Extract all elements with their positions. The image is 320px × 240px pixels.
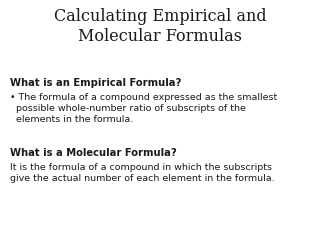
Text: What is a Molecular Formula?: What is a Molecular Formula? xyxy=(10,148,177,158)
Text: elements in the formula.: elements in the formula. xyxy=(10,115,133,124)
Text: It is the formula of a compound in which the subscripts: It is the formula of a compound in which… xyxy=(10,163,272,172)
Text: Calculating Empirical and
Molecular Formulas: Calculating Empirical and Molecular Form… xyxy=(54,8,266,45)
Text: What is an Empirical Formula?: What is an Empirical Formula? xyxy=(10,78,181,88)
Text: • The formula of a compound expressed as the smallest: • The formula of a compound expressed as… xyxy=(10,93,277,102)
Text: possible whole-number ratio of subscripts of the: possible whole-number ratio of subscript… xyxy=(10,104,246,113)
Text: give the actual number of each element in the formula.: give the actual number of each element i… xyxy=(10,174,275,183)
